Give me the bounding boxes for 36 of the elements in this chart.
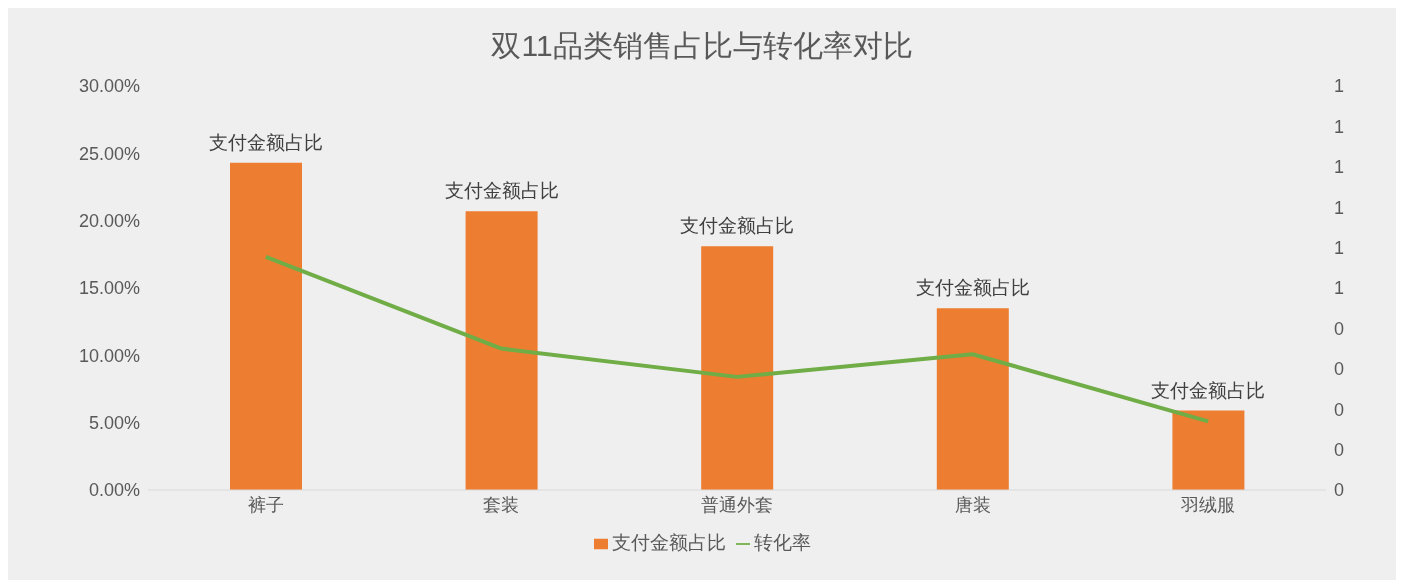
data-label: 支付金额占比: [444, 180, 559, 202]
y2-tick-label: 0: [1334, 399, 1345, 420]
data-label: 支付金额占比: [1151, 379, 1266, 401]
y-tick-label: 30.00%: [78, 76, 140, 97]
y2-tick-label: 0: [1334, 439, 1345, 460]
chart-title: 双11品类销售占比与转化率对比: [490, 28, 914, 64]
y-tick-label: 5.00%: [88, 413, 140, 434]
y-tick-label: 15.00%: [78, 278, 140, 299]
y2-tick-label: 0: [1334, 359, 1345, 380]
y-tick-label: 10.00%: [78, 345, 140, 366]
y2-tick-label: 1: [1334, 157, 1345, 178]
x-tick-label: 普通外套: [701, 494, 773, 515]
legend-label: 支付金额占比: [611, 532, 726, 553]
bar: [1172, 410, 1245, 490]
x-tick-label: 羽绒服: [1180, 494, 1236, 515]
y2-tick-label: 1: [1334, 76, 1345, 97]
bar: [465, 211, 538, 490]
x-tick-label: 裤子: [247, 494, 284, 515]
legend-label: 转化率: [753, 532, 811, 553]
data-label: 支付金额占比: [680, 215, 795, 237]
y-tick-label: 20.00%: [78, 211, 140, 232]
data-label: 支付金额占比: [209, 131, 323, 153]
bar: [936, 308, 1009, 490]
bar: [230, 162, 302, 490]
y2-tick-label: 1: [1334, 197, 1345, 218]
y-tick-label: 25.00%: [78, 143, 140, 164]
y2-tick-label: 1: [1334, 278, 1345, 299]
y2-tick-label: 1: [1334, 237, 1345, 258]
x-tick-label: 套装: [483, 494, 520, 515]
y2-tick-label: 0: [1334, 318, 1345, 339]
y-tick-label: 0.00%: [88, 480, 140, 501]
bar: [701, 246, 774, 490]
y2-tick-label: 0: [1334, 480, 1345, 501]
x-tick-label: 唐装: [954, 494, 991, 515]
data-label: 支付金额占比: [915, 277, 1030, 299]
y2-tick-label: 1: [1334, 116, 1345, 137]
